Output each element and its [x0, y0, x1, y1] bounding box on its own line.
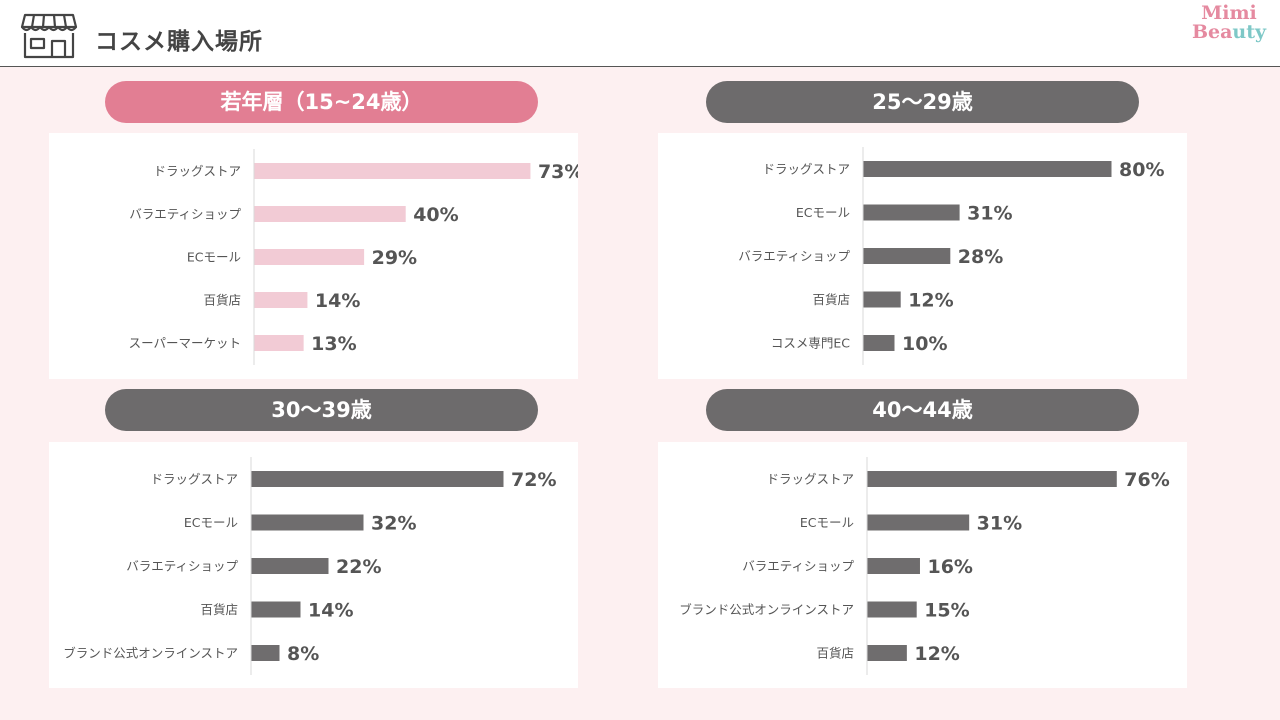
bar — [863, 335, 895, 351]
value-label: 22% — [336, 556, 381, 578]
category-label: ドラッグストア — [762, 162, 850, 177]
logo-line2-b: uty — [1232, 21, 1267, 43]
chart-panel-40-44: ドラッグストア 76% ECモール 31% バラエティショップ 16% ブランド公式オンライ… — [658, 442, 1187, 688]
bar — [867, 514, 970, 531]
value-label: 40% — [413, 204, 458, 226]
category-label: ECモール — [184, 515, 238, 530]
value-label: 13% — [311, 333, 356, 355]
bar — [863, 248, 951, 264]
value-label: 80% — [1119, 159, 1164, 181]
bar — [254, 206, 406, 222]
bar-chart-30-39: ドラッグストア 72% ECモール 32% バラエティショップ 22% 百貨店 14% ブランド… — [63, 457, 556, 675]
logo-line2-a: Bea — [1191, 21, 1233, 43]
value-label: 12% — [908, 290, 953, 312]
store-icon — [20, 13, 78, 59]
chart-panel-30-39: ドラッグストア 72% ECモール 32% バラエティショップ 22% 百貨店 14% ブランド… — [49, 442, 578, 688]
chart-title-30-39: 30〜39歳 — [105, 389, 538, 431]
value-label: 10% — [902, 333, 947, 355]
category-label: ドラッグストア — [153, 164, 241, 179]
category-label: ドラッグストア — [766, 472, 854, 487]
value-label: 15% — [924, 600, 969, 622]
value-label: 28% — [958, 246, 1003, 268]
value-label: 31% — [977, 513, 1022, 535]
header-bar: コスメ購入場所 Mimi Beauty — [0, 0, 1280, 67]
category-label: バラエティショップ — [126, 559, 238, 574]
value-label: 29% — [372, 247, 417, 269]
category-label: ドラッグストア — [150, 472, 238, 487]
chart-panel-25-29: ドラッグストア 80% ECモール 31% バラエティショップ 28% 百貨店 12% コスメ専… — [658, 133, 1187, 379]
category-label: ECモール — [187, 250, 241, 265]
value-label: 72% — [511, 469, 556, 491]
bar — [867, 558, 920, 574]
bar-chart-youth: ドラッグストア 73% バラエティショップ 40% ECモール 29% 百貨店 14% スーパー… — [129, 149, 578, 365]
category-label: スーパーマーケット — [129, 336, 241, 351]
value-label: 8% — [287, 643, 319, 665]
category-label: 百貨店 — [816, 646, 854, 661]
bar — [254, 249, 365, 265]
category-label: バラエティショップ — [129, 207, 241, 222]
category-label: ECモール — [796, 205, 850, 220]
category-label: ブランド公式オンラインストア — [679, 602, 854, 617]
bar — [254, 292, 308, 308]
value-label: 14% — [315, 290, 360, 312]
bar — [863, 204, 960, 221]
bar — [251, 514, 364, 531]
category-label: 百貨店 — [203, 293, 241, 308]
bar — [254, 163, 531, 179]
bar — [251, 558, 329, 574]
chart-panel-youth: ドラッグストア 73% バラエティショップ 40% ECモール 29% 百貨店 14% スーパー… — [49, 133, 578, 379]
category-label: ECモール — [800, 515, 854, 530]
value-label: 76% — [1124, 469, 1169, 491]
value-label: 14% — [308, 600, 353, 622]
value-label: 12% — [914, 643, 959, 665]
bar — [251, 471, 504, 487]
value-label: 16% — [927, 556, 972, 578]
bar — [251, 645, 280, 661]
category-label: バラエティショップ — [742, 559, 854, 574]
category-label: バラエティショップ — [738, 249, 850, 264]
bar-chart-25-29: ドラッグストア 80% ECモール 31% バラエティショップ 28% 百貨店 12% コスメ専… — [738, 147, 1164, 365]
chart-title-25-29: 25〜29歳 — [706, 81, 1139, 123]
category-label: ブランド公式オンラインストア — [63, 646, 238, 661]
category-label: 百貨店 — [812, 292, 850, 307]
bar — [251, 601, 301, 618]
chart-title-youth: 若年層（15~24歳） — [105, 81, 538, 123]
bar — [867, 645, 907, 661]
bar — [867, 471, 1117, 487]
category-label: 百貨店 — [200, 602, 238, 617]
bar — [863, 291, 901, 308]
bar — [254, 335, 304, 351]
value-label: 32% — [371, 513, 416, 535]
chart-title-40-44: 40〜44歳 — [706, 389, 1139, 431]
category-label: コスメ専門EC — [771, 336, 850, 351]
bar-chart-40-44: ドラッグストア 76% ECモール 31% バラエティショップ 16% ブランド公式オンライ… — [679, 457, 1170, 675]
page-title: コスメ購入場所 — [95, 29, 263, 55]
logo-line2: Beauty — [1190, 23, 1268, 42]
value-label: 73% — [538, 161, 578, 183]
logo-line1: Mimi — [1201, 2, 1257, 24]
brand-logo: Mimi Beauty — [1190, 4, 1268, 42]
bar — [863, 161, 1112, 177]
value-label: 31% — [967, 203, 1012, 225]
bar — [867, 601, 917, 618]
